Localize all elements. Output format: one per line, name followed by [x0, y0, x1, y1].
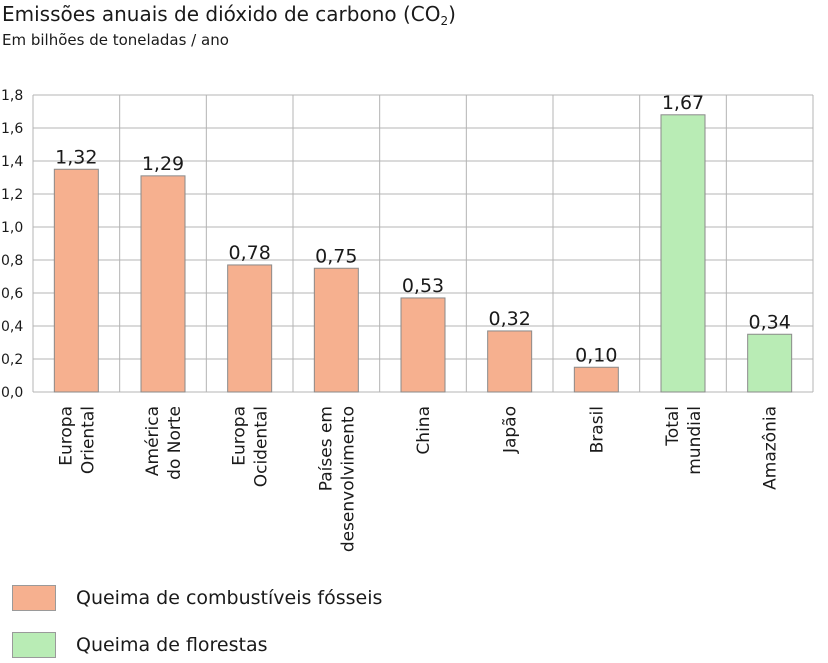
- y-tick-label: 0,4: [1, 319, 23, 335]
- bar-value-label: 0,34: [749, 311, 791, 333]
- chart-title-end: ): [448, 2, 456, 26]
- bar-value-label: 0,78: [229, 242, 271, 264]
- x-category-label-line: Total: [663, 406, 683, 447]
- bar: [660, 114, 706, 393]
- y-tick-label: 1,8: [1, 88, 23, 104]
- chart-title: Emissões anuais de dióxido de carbono (C…: [2, 2, 456, 33]
- y-tick-label: 1,2: [1, 187, 23, 203]
- x-category-label: Europa Ocidental: [230, 406, 272, 487]
- y-tick-label: 0,6: [1, 286, 23, 302]
- bar: [747, 333, 793, 393]
- bar-chart: 0,0 0,2 0,4 0,6 0,8 1,0 1,2 1,4 1,6 1,8 1,32 Europa…: [1, 88, 814, 552]
- bar: [53, 168, 99, 393]
- x-category-label-line: Ocidental: [252, 406, 272, 487]
- legend-swatch-forest: [12, 632, 56, 658]
- x-category-label: Países em desenvolvimento: [316, 406, 358, 552]
- bar: [400, 297, 446, 393]
- x-category-label-line: Amazônia: [761, 406, 781, 490]
- x-category-label-line: Europa: [56, 406, 76, 466]
- legend-label-forest: Queima de florestas: [76, 634, 268, 656]
- chart-subtitle: Em bilhões de toneladas / ano: [2, 31, 229, 49]
- x-category-label: China: [414, 406, 434, 455]
- x-category-label-line: do Norte: [165, 406, 185, 480]
- x-category-label-line: América: [143, 406, 163, 476]
- x-category-label-line: China: [414, 406, 434, 455]
- x-category-label: Amazônia: [761, 406, 781, 490]
- y-tick-label: 0,0: [1, 385, 23, 401]
- bar: [227, 264, 273, 393]
- y-tick-label: 1,6: [1, 121, 23, 137]
- x-category-label: Japão: [501, 406, 521, 454]
- x-category-label-line: Países em: [316, 406, 336, 491]
- y-tick-label: 0,2: [1, 352, 23, 368]
- x-category-label: Total mundial: [663, 406, 705, 475]
- bar: [313, 267, 359, 393]
- legend-label-fossil: Queima de combustíveis fósseis: [76, 587, 383, 609]
- x-category-label-line: Japão: [501, 406, 521, 454]
- bar-value-label: 1,67: [662, 92, 704, 114]
- bar-value-label: 1,32: [55, 146, 97, 168]
- legend-item-fossil: Queima de combustíveis fósseis: [12, 584, 382, 612]
- bar-value-label: 0,32: [489, 308, 531, 330]
- bar-value-label: 0,10: [575, 344, 617, 366]
- bar-value-label: 1,29: [142, 153, 184, 175]
- x-category-label: Brasil: [587, 406, 607, 453]
- bar-value-label: 0,75: [315, 245, 357, 267]
- x-category-label-line: desenvolvimento: [338, 406, 358, 552]
- x-category-label-line: Europa: [230, 406, 250, 466]
- x-category-label-line: Oriental: [78, 406, 98, 474]
- chart-title-main: Emissões anuais de dióxido de carbono (C…: [2, 2, 441, 26]
- bar: [140, 175, 186, 393]
- bar: [487, 330, 533, 393]
- x-category-label: Europa Oriental: [56, 406, 98, 474]
- legend-swatch-fossil: [12, 585, 56, 611]
- bar: [573, 366, 619, 393]
- chart-title-subscript: 2: [440, 14, 449, 28]
- y-tick-label: 1,4: [1, 154, 23, 170]
- y-tick-label: 1,0: [1, 220, 23, 236]
- bar-value-label: 0,53: [402, 275, 444, 297]
- x-category-label-line: Brasil: [587, 406, 607, 453]
- x-category-label: América do Norte: [143, 406, 185, 480]
- x-category-label-line: mundial: [685, 406, 705, 475]
- y-tick-label: 0,8: [1, 253, 23, 269]
- legend-item-forest: Queima de florestas: [12, 631, 268, 659]
